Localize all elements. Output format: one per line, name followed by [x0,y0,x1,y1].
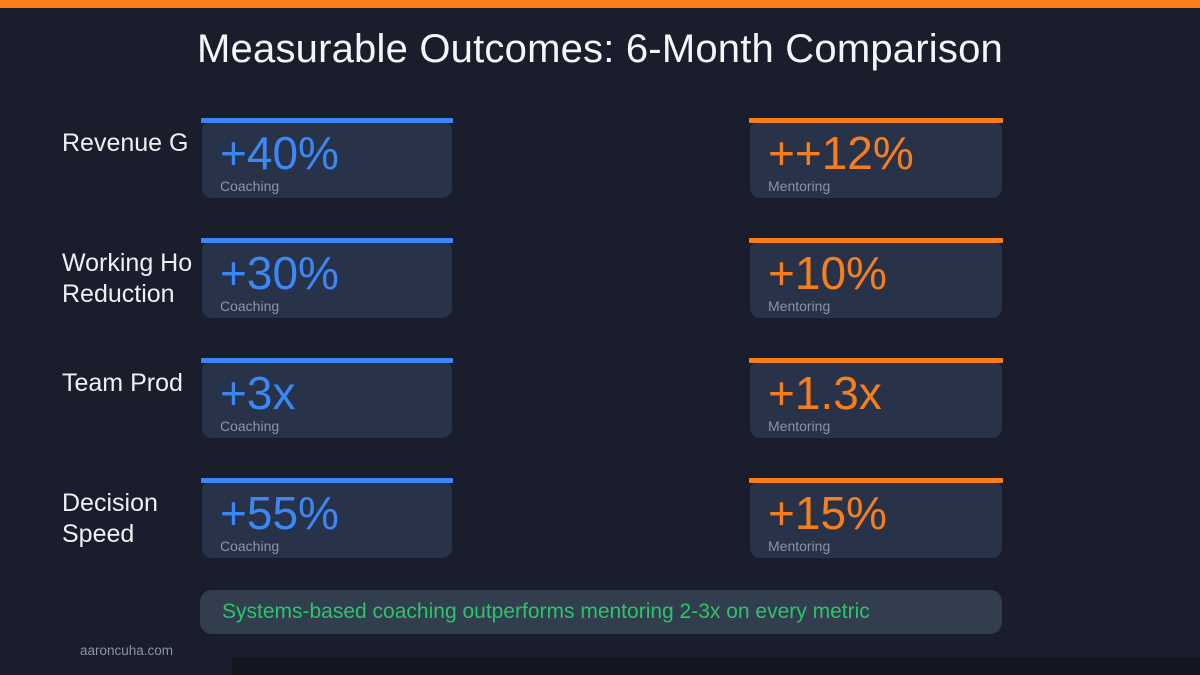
coaching-value: +3x [220,367,296,419]
coaching-value: +40% [220,127,339,179]
coaching-card-body: +55% Coaching [202,483,452,558]
mentoring-accent-bar [749,238,1003,243]
coaching-accent-bar [201,238,453,243]
mentoring-card: +10% Mentoring [749,238,1003,318]
coaching-source-label: Coaching [220,298,280,314]
metric-label-line: Team Prod [62,369,183,397]
coaching-card: +40% Coaching [201,118,453,198]
coaching-card: +55% Coaching [201,478,453,558]
mentoring-source-label: Mentoring [768,178,831,194]
coaching-card: +3x Coaching [201,358,453,438]
coaching-source-label: Coaching [220,418,280,434]
metric-row: Decision Speed +55% Coaching +15% Mentor… [0,478,1200,558]
metric-label-line: Revenue G [62,129,189,157]
coaching-source-label: Coaching [220,178,280,194]
mentoring-source-label: Mentoring [768,538,831,554]
mentoring-accent-bar [749,478,1003,483]
mentoring-card: +15% Mentoring [749,478,1003,558]
coaching-source-label: Coaching [220,538,280,554]
metric-row: Working Ho Reduction +30% Coaching +10% … [0,238,1200,318]
page-title: Measurable Outcomes: 6-Month Comparison [197,27,1003,71]
mentoring-card-body: +10% Mentoring [750,243,1002,318]
mentoring-accent-bar [749,358,1003,363]
coaching-value: +30% [220,247,339,299]
metric-label: Team Prod [62,368,183,399]
mentoring-value: +15% [768,487,887,539]
mentoring-card: ++12% Mentoring [749,118,1003,198]
mentoring-source-label: Mentoring [768,298,831,314]
coaching-card: +30% Coaching [201,238,453,318]
mentoring-card-body: +15% Mentoring [750,483,1002,558]
metric-label-line: Speed [62,520,135,548]
coaching-value: +55% [220,487,339,539]
mentoring-accent-bar [749,118,1003,123]
mentoring-value: +1.3x [768,367,882,419]
mentoring-value: +10% [768,247,887,299]
metric-label-line: Working Ho [62,249,193,277]
mentoring-card: +1.3x Mentoring [749,358,1003,438]
metric-label-line: Decision [62,489,158,517]
coaching-card-body: +40% Coaching [202,123,452,198]
metric-row: Team Prod +3x Coaching +1.3x Mentoring [0,358,1200,438]
coaching-accent-bar [201,358,453,363]
coaching-card-body: +3x Coaching [202,363,452,438]
mentoring-card-body: +1.3x Mentoring [750,363,1002,438]
summary-banner: Systems-based coaching outperforms mento… [200,590,1002,634]
mentoring-source-label: Mentoring [768,418,831,434]
footer-url: aaroncuha.com [80,643,174,658]
coaching-accent-bar [201,118,453,123]
mentoring-value: ++12% [768,127,914,179]
metric-row: Revenue G +40% Coaching ++12% Mentoring [0,118,1200,198]
top-accent-bar [0,0,1200,8]
mentoring-card-body: ++12% Mentoring [750,123,1002,198]
summary-text: Systems-based coaching outperforms mento… [222,600,870,623]
metric-label: Revenue G [62,128,188,159]
metric-label-line: Reduction [62,280,175,308]
bottom-strip [232,657,1200,675]
coaching-card-body: +30% Coaching [202,243,452,318]
metric-label: Working Ho Reduction [62,248,192,310]
coaching-accent-bar [201,478,453,483]
metric-label: Decision Speed [62,488,158,550]
